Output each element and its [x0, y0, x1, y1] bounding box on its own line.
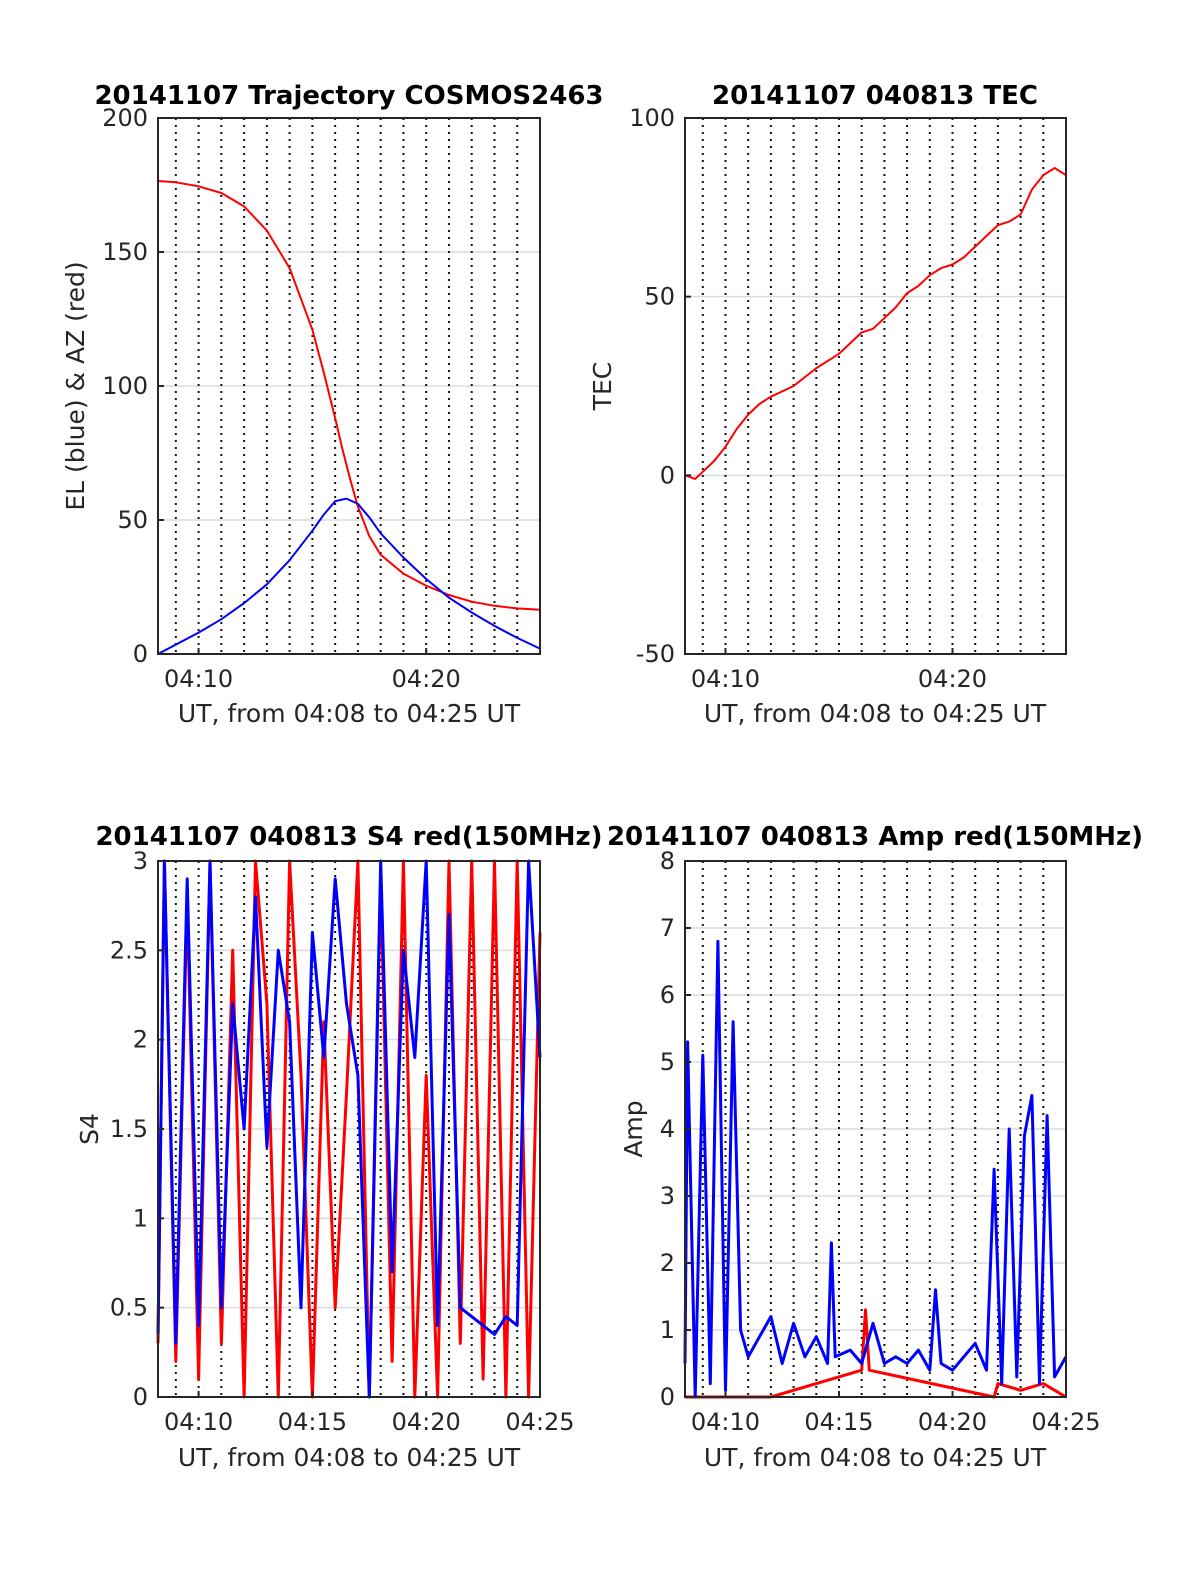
tec-axes-frame — [684, 117, 1067, 655]
amp-ylabel: Amp — [619, 1100, 648, 1157]
s4-ytick-label: 1 — [133, 1204, 148, 1232]
traj-title: 20141107 Trajectory COSMOS2463 — [94, 81, 603, 111]
traj-series-blue-line — [157, 497, 541, 655]
traj-ticks: 0 50 100 150 200 04:10 04:20 — [102, 104, 461, 693]
s4-xtick-label: 04:25 — [505, 1408, 574, 1436]
traj-xtick-label: 04:10 — [164, 665, 233, 693]
traj-ytick-label: 100 — [102, 372, 148, 400]
s4-ticks: 0 0.5 1 1.5 2 2.5 3 04:10 04:15 04:20 04:25 — [110, 847, 575, 1436]
tec-xtick-label: 04:10 — [691, 665, 760, 693]
amp-ticks: 0 1 2 3 4 5 6 7 8 04:10 04:15 04:20 04:25 — [660, 847, 1101, 1436]
amp-xtick-label: 04:10 — [691, 1408, 760, 1436]
amp-panel: 0 1 2 3 4 5 6 7 8 04:10 04:15 04:20 04:25 20141107 0… — [607, 822, 1143, 1472]
traj-axes-frame — [157, 117, 541, 655]
traj-grid — [158, 118, 540, 654]
s4-axes-frame — [157, 860, 541, 1398]
amp-axes-frame — [684, 860, 1067, 1398]
tec-series — [684, 167, 1067, 480]
s4-xtick-label: 04:10 — [164, 1408, 233, 1436]
amp-xtick-label: 04:20 — [918, 1408, 987, 1436]
amp-ytick-label: 3 — [660, 1182, 675, 1210]
s4-ylabel: S4 — [75, 1113, 104, 1145]
tec-ytick-label: 0 — [660, 461, 675, 489]
s4-ytick-label: 1.5 — [110, 1115, 148, 1143]
traj-series-red-line — [157, 180, 541, 611]
traj-ytick-label: 150 — [102, 238, 148, 266]
s4-xtick-label: 04:15 — [278, 1408, 347, 1436]
traj-series — [157, 180, 541, 655]
s4-ytick-label: 2 — [133, 1026, 148, 1054]
amp-series-red-line — [685, 1308, 1067, 1399]
amp-ytick-label: 0 — [660, 1383, 675, 1411]
traj-ytick-label: 0 — [133, 640, 148, 668]
s4-ytick-label: 2.5 — [110, 936, 148, 964]
amp-ytick-label: 2 — [660, 1249, 675, 1277]
s4-ytick-label: 3 — [133, 847, 148, 875]
amp-grid — [685, 861, 1066, 1397]
traj-ylabel: EL (blue) & AZ (red) — [61, 261, 90, 510]
s4-xlabel: UT, from 04:08 to 04:25 UT — [178, 1443, 521, 1472]
tec-grid — [685, 118, 1066, 654]
amp-series-blue-line — [683, 939, 1068, 1399]
amp-ytick-label: 4 — [660, 1115, 675, 1143]
amp-ytick-label: 5 — [660, 1048, 675, 1076]
tec-ytick-label: -50 — [636, 640, 675, 668]
s4-ytick-label: 0 — [133, 1383, 148, 1411]
tec-xtick-label: 04:20 — [918, 665, 987, 693]
traj-xtick-label: 04:20 — [392, 665, 461, 693]
amp-xlabel: UT, from 04:08 to 04:25 UT — [704, 1443, 1047, 1472]
traj-ytick-label: 200 — [102, 104, 148, 132]
s4-series — [156, 859, 542, 1399]
tec-xlabel: UT, from 04:08 to 04:25 UT — [704, 699, 1047, 728]
s4-ytick-label: 0.5 — [110, 1294, 148, 1322]
traj-ytick-label: 50 — [117, 506, 148, 534]
amp-ytick-label: 6 — [660, 981, 675, 1009]
amp-series — [683, 939, 1068, 1399]
s4-panel: 0 0.5 1 1.5 2 2.5 3 04:10 04:15 04:20 04:25 201411… — [75, 822, 603, 1472]
amp-xtick-label: 04:25 — [1031, 1408, 1100, 1436]
traj-panel: 0 50 100 150 200 04:10 04:20 20141107 Trajecto… — [61, 81, 604, 728]
amp-xtick-label: 04:15 — [804, 1408, 873, 1436]
amp-ytick-label: 1 — [660, 1316, 675, 1344]
amp-ytick-label: 7 — [660, 914, 675, 942]
s4-title: 20141107 040813 S4 red(150MHz) — [95, 822, 602, 852]
tec-series-red-line — [684, 167, 1067, 480]
s4-series-blue-line — [156, 859, 542, 1399]
tec-ytick-label: 50 — [644, 283, 675, 311]
tec-ylabel: TEC — [588, 362, 617, 412]
s4-xtick-label: 04:20 — [392, 1408, 461, 1436]
tec-ytick-label: 100 — [629, 104, 675, 132]
amp-ytick-label: 8 — [660, 847, 675, 875]
amp-title: 20141107 040813 Amp red(150MHz) — [607, 822, 1143, 852]
tec-title: 20141107 040813 TEC — [712, 81, 1038, 111]
traj-xlabel: UT, from 04:08 to 04:25 UT — [178, 699, 521, 728]
tec-ticks: -50 0 50 100 04:10 04:20 — [629, 104, 987, 693]
